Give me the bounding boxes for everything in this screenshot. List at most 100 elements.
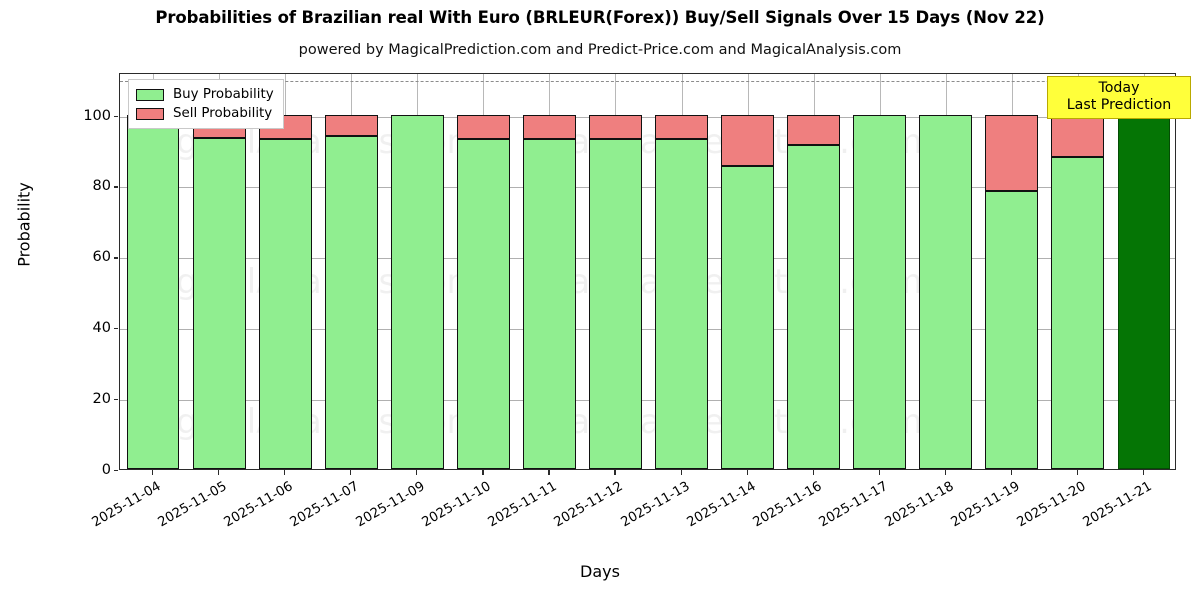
bar-group[interactable] xyxy=(721,74,774,469)
x-axis-tick-mark xyxy=(284,470,286,475)
bar-segment-buy[interactable] xyxy=(787,144,841,469)
x-axis-label: Days xyxy=(580,562,620,581)
bar-group[interactable] xyxy=(522,74,576,469)
x-axis-tick-label: 2025-11-17 xyxy=(816,479,891,531)
y-axis-tick-label: 60 xyxy=(92,249,111,266)
bar-group[interactable] xyxy=(589,74,642,469)
x-axis-tick-mark xyxy=(878,470,880,475)
legend-swatch-buy-icon xyxy=(136,88,164,101)
legend-item-buy: Buy Probability xyxy=(136,85,274,104)
bar-segment-buy[interactable] xyxy=(258,139,312,469)
bar-segment-sell[interactable] xyxy=(456,114,510,140)
x-axis-tick-mark xyxy=(680,470,682,475)
bar-segment-buy[interactable] xyxy=(522,139,576,469)
bar-segment-buy[interactable] xyxy=(192,137,246,469)
chart-subtitle: powered by MagicalPrediction.com and Pre… xyxy=(298,42,902,58)
gridline-horizontal xyxy=(120,400,1175,402)
chart-legend: Buy Probability Sell Probability xyxy=(128,79,284,129)
x-axis-tick-label: 2025-11-05 xyxy=(155,479,230,531)
bar-group[interactable] xyxy=(787,74,841,469)
x-axis-tick-mark xyxy=(746,470,748,475)
bar-group[interactable] xyxy=(655,74,708,469)
bar-segment-buy[interactable] xyxy=(985,190,1039,469)
bar-group[interactable] xyxy=(919,74,973,469)
bar-segment-sell[interactable] xyxy=(1051,114,1105,158)
bar-segment-buy[interactable] xyxy=(126,114,180,469)
bar-segment-buy[interactable] xyxy=(1051,157,1105,469)
x-axis-tick-mark xyxy=(416,470,418,475)
x-axis-tick-label: 2025-11-19 xyxy=(948,479,1023,531)
x-axis-tick-label: 2025-11-12 xyxy=(552,479,626,531)
gridline-horizontal xyxy=(120,187,1175,189)
bar-segment-buy[interactable] xyxy=(589,139,642,469)
x-axis-tick-mark xyxy=(548,470,550,475)
x-axis-tick-mark xyxy=(350,470,352,475)
bar-segment-sell[interactable] xyxy=(985,114,1039,191)
bar-group[interactable] xyxy=(853,74,907,469)
x-axis-tick-label: 2025-11-06 xyxy=(221,479,296,531)
x-axis-tick-label: 2025-11-07 xyxy=(287,479,362,531)
x-axis-tick-mark xyxy=(482,470,484,475)
bar-segment-sell[interactable] xyxy=(522,114,576,140)
legend-item-sell: Sell Probability xyxy=(136,104,274,123)
chart-title: Probabilities of Brazilian real With Eur… xyxy=(155,8,1045,27)
y-axis-tick-mark xyxy=(114,470,118,472)
bar-segment-today[interactable] xyxy=(1117,114,1171,469)
bar-segment-sell[interactable] xyxy=(324,114,378,136)
y-axis-tick-label: 0 xyxy=(101,462,111,478)
x-axis-tick-mark xyxy=(614,470,616,475)
x-axis-tick-mark xyxy=(944,470,946,475)
bar-group[interactable] xyxy=(258,74,312,469)
bar-segment-buy[interactable] xyxy=(853,114,907,469)
x-axis-tick-label: 2025-11-11 xyxy=(486,479,560,531)
bar-segment-sell[interactable] xyxy=(787,114,841,145)
plot-inner: MagicalAnalysis.comMagicalPrediction.com… xyxy=(120,74,1175,469)
bar-group[interactable] xyxy=(390,74,444,469)
x-axis-tick-label: 2025-11-10 xyxy=(419,479,494,531)
bar-segment-buy[interactable] xyxy=(919,114,973,469)
bar-segment-buy[interactable] xyxy=(721,165,774,469)
y-axis-tick-label: 20 xyxy=(92,391,111,408)
bar-group[interactable] xyxy=(324,74,378,469)
x-axis-tick-mark xyxy=(152,470,154,475)
bar-segment-buy[interactable] xyxy=(655,139,708,469)
bar-group[interactable] xyxy=(1051,74,1105,469)
gridline-horizontal xyxy=(120,329,1175,331)
x-axis-tick-label: 2025-11-13 xyxy=(618,479,693,531)
x-axis-tick-label: 2025-11-04 xyxy=(89,479,164,531)
bar-group[interactable] xyxy=(126,74,180,469)
x-axis-tick-mark xyxy=(1076,470,1079,475)
x-axis-tick-label: 2025-11-09 xyxy=(353,479,428,531)
legend-label-buy: Buy Probability xyxy=(173,87,274,102)
x-axis-tick-label: 2025-11-18 xyxy=(882,479,957,531)
y-axis-tick-mark xyxy=(114,399,118,401)
x-axis-tick-mark xyxy=(1010,470,1013,475)
y-axis-tick-mark xyxy=(114,115,118,117)
x-axis-tick-label: 2025-11-16 xyxy=(750,479,825,531)
bar-group[interactable] xyxy=(985,74,1039,469)
x-axis-tick-mark xyxy=(218,470,220,475)
reference-dashed-line xyxy=(120,81,1175,83)
bar-segment-sell[interactable] xyxy=(721,114,774,166)
x-axis-tick-label: 2025-11-14 xyxy=(684,479,759,531)
x-axis-tick-label: 2025-11-21 xyxy=(1080,479,1155,531)
bar-segment-buy[interactable] xyxy=(390,114,444,469)
bar-segment-buy[interactable] xyxy=(456,139,510,469)
plot-area: MagicalAnalysis.comMagicalPrediction.com… xyxy=(119,73,1176,470)
bar-group[interactable] xyxy=(192,74,246,469)
y-axis-tick-mark xyxy=(114,328,118,330)
y-axis-label: Probability xyxy=(14,182,34,267)
y-axis-tick-label: 40 xyxy=(92,320,111,337)
today-annotation: Today Last Prediction xyxy=(1047,76,1191,119)
bar-segment-buy[interactable] xyxy=(324,135,378,469)
bar-group[interactable] xyxy=(456,74,510,469)
x-axis-tick-label: 2025-11-20 xyxy=(1014,479,1089,531)
x-axis-tick-mark xyxy=(812,470,814,475)
gridline-horizontal xyxy=(120,116,1175,118)
y-axis-tick-label: 100 xyxy=(83,107,111,124)
y-axis-tick-mark xyxy=(114,186,118,188)
gridline-horizontal xyxy=(120,258,1175,260)
bar-segment-sell[interactable] xyxy=(589,114,642,140)
bar-segment-sell[interactable] xyxy=(655,114,708,140)
bar-group[interactable] xyxy=(1117,74,1171,469)
